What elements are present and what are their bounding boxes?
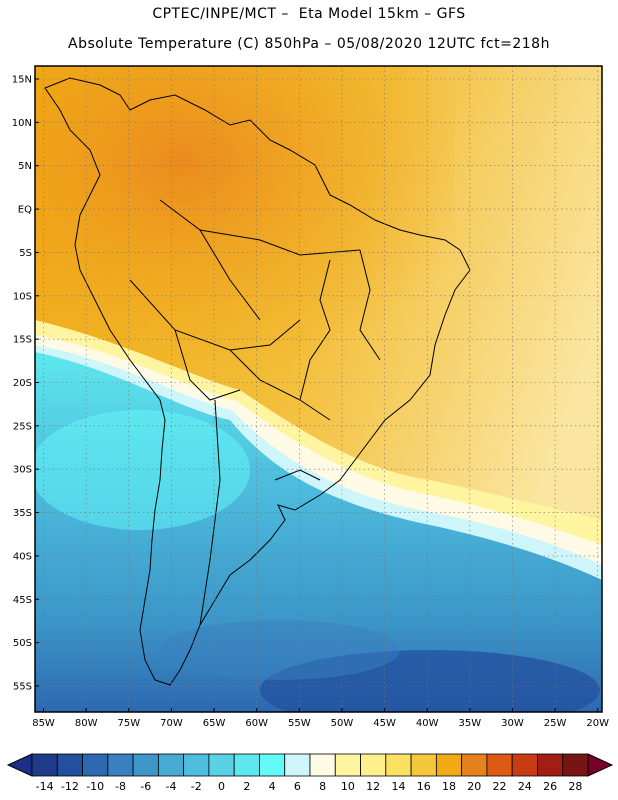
continental-warm-core: [35, 66, 455, 386]
map-title-line2: Absolute Temperature (C) 850hPa – 05/08/…: [68, 36, 550, 52]
colorbar-tick-label: 26: [543, 780, 557, 793]
colorbar-tick-label: -2: [191, 780, 202, 793]
colorbar-swatch: [56, 753, 83, 777]
lat-label: 50S: [13, 638, 32, 649]
colorbar-tick-label: -14: [36, 780, 54, 793]
colorbar-tick-label: -6: [140, 780, 151, 793]
colorbar-swatch: [410, 753, 437, 777]
colorbar-tick-label: -10: [86, 780, 104, 793]
lat-label: 25S: [13, 421, 32, 432]
latitude-labels: 15N 10N 5N EQ 5S 10S 15S 20S 25S 30S 35S 40S 45S 50S 5…: [12, 75, 39, 692]
colorbar-swatch: [107, 753, 134, 777]
lon-label: 85W: [32, 718, 55, 729]
cold-patch-blue: [160, 620, 400, 680]
colorbar-swatch: [461, 753, 488, 777]
temperature-field: [35, 66, 602, 712]
coastlines: [44, 77, 471, 686]
border-3: [229, 349, 331, 421]
lat-label: 5S: [19, 248, 32, 259]
colorbar-swatch: [309, 753, 336, 777]
lon-label: 40W: [416, 718, 439, 729]
lon-label: 70W: [160, 718, 183, 729]
colorbar-tick-label: 6: [294, 780, 301, 793]
colorbar-tick-label: 10: [341, 780, 355, 793]
colorbar-swatch: [82, 753, 109, 777]
lon-label: 50W: [331, 718, 354, 729]
colorbar-tick-label: 8: [319, 780, 326, 793]
colorbar-swatch: [183, 753, 210, 777]
border-2: [174, 329, 241, 401]
colorbar-swatch: [284, 753, 311, 777]
colorbar-tick-label: 2: [243, 780, 250, 793]
lat-label: 10N: [12, 118, 32, 129]
colorbar-tick-label: 4: [269, 780, 276, 793]
lon-label: 55W: [288, 718, 311, 729]
colorbar-swatch: [259, 753, 286, 777]
colorbar-swatch: [385, 753, 412, 777]
lat-label: 45S: [13, 595, 32, 606]
colorbar-swatch: [157, 753, 185, 777]
lat-label: 55S: [13, 681, 32, 692]
plot-frame: [34, 65, 603, 713]
lon-label: 25W: [544, 718, 567, 729]
colorbar-tick-label: 24: [518, 780, 532, 793]
lat-label: 5N: [18, 161, 32, 172]
colorbar-swatch: [132, 753, 159, 777]
border-chile-argentina: [199, 399, 221, 626]
colorbar-tick-label: 20: [467, 780, 481, 793]
colorbar-swatch: [562, 753, 589, 777]
lon-label: 80W: [75, 718, 98, 729]
border-7: [299, 259, 331, 401]
colorbar-swatch: [360, 753, 387, 777]
lon-label: 35W: [459, 718, 482, 729]
colorbar-swatch: [233, 753, 260, 777]
lat-label: 10S: [13, 291, 32, 302]
colorbar-underflow-arrow: [6, 753, 33, 777]
lon-label: 75W: [117, 718, 140, 729]
cold-patch-cyan: [35, 410, 250, 530]
colorbar-tick-label: -4: [166, 780, 177, 793]
lat-label: 15N: [12, 75, 32, 86]
lat-label: 15S: [13, 335, 32, 346]
colorbar-tick-label: 18: [442, 780, 456, 793]
lat-label: 35S: [13, 508, 32, 519]
colorbar-tick-label: -12: [61, 780, 79, 793]
lon-label: 65W: [203, 718, 226, 729]
colorbar-swatch: [31, 753, 58, 777]
colorbar-tick-label: 22: [493, 780, 507, 793]
colorbar-swatch: [537, 753, 564, 777]
border-4: [199, 229, 361, 256]
colorbar-tick-label: 0: [218, 780, 225, 793]
lat-label: 30S: [13, 465, 32, 476]
colorbar-tick-label: -8: [115, 780, 126, 793]
uruguay-border: [274, 469, 321, 481]
lat-label: 20S: [13, 378, 32, 389]
lat-label: 40S: [13, 551, 32, 562]
colorbar-tick-label: 16: [417, 780, 431, 793]
colorbar-overflow-arrow: [587, 753, 614, 777]
colorbar: -14 -12 -10 -8 -6 -4 -2 0 2 4 6 8 10 12 14 16 18 20 22 24 26…: [6, 753, 614, 793]
colorbar-swatch: [511, 753, 538, 777]
border-6: [359, 249, 381, 361]
colorbar-swatch: [435, 753, 463, 777]
colorbar-tick-label: 14: [391, 780, 405, 793]
border-5: [159, 199, 261, 321]
lon-label: 20W: [586, 718, 609, 729]
colorbar-swatch: [486, 753, 513, 777]
lon-label: 45W: [373, 718, 396, 729]
colorbar-swatch: [334, 753, 361, 777]
graticule: [35, 66, 602, 712]
lat-label: EQ: [18, 205, 32, 216]
lon-label: 60W: [245, 718, 268, 729]
south-america-coast: [44, 77, 471, 686]
colorbar-tick-label: 28: [568, 780, 582, 793]
map-title-line1: CPTEC/INPE/MCT – Eta Model 15km – GFS: [152, 6, 466, 22]
longitude-labels: 85W 80W 75W 70W 65W 60W 55W 50W 45W 40W 35W 30W 25W 2…: [32, 708, 609, 729]
lon-label: 30W: [501, 718, 524, 729]
colorbar-tick-label: 12: [366, 780, 380, 793]
colorbar-swatch: [208, 753, 235, 777]
